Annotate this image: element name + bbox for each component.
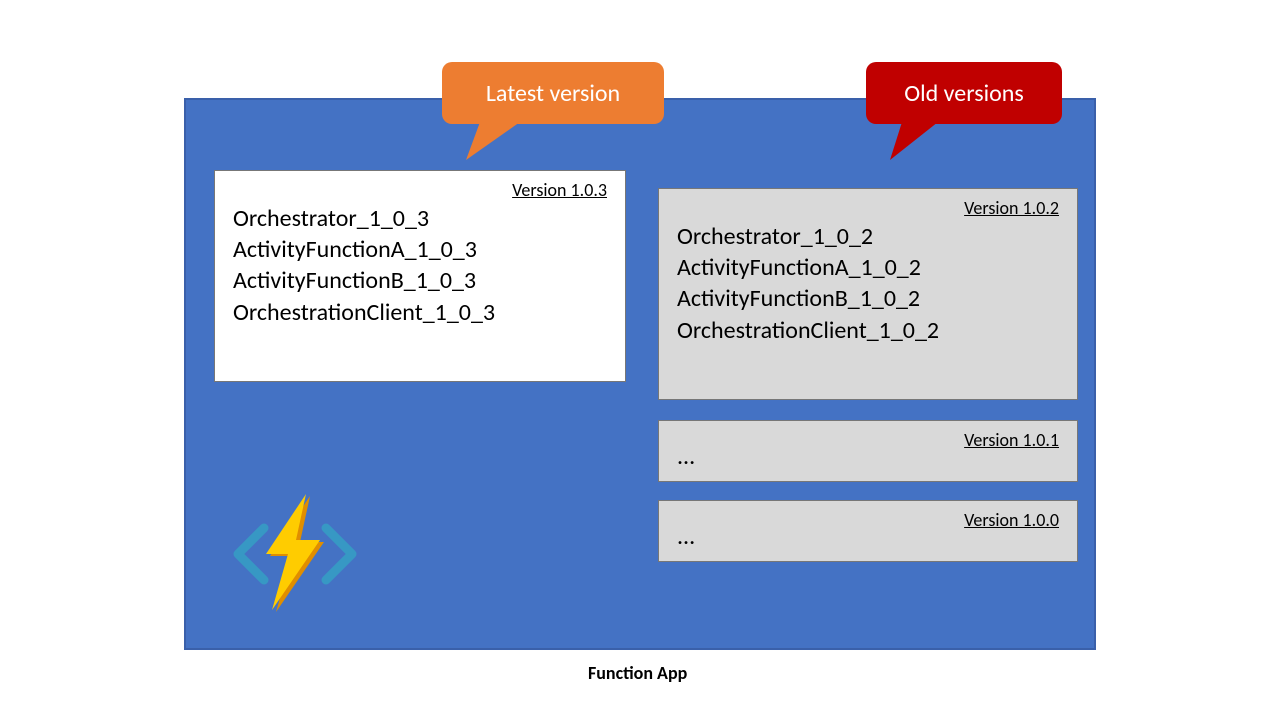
bracket-right-icon — [326, 528, 352, 580]
latest-version-callout-tail — [442, 62, 664, 164]
azure-functions-icon-svg — [230, 494, 360, 614]
function-name: ActivityFunctionB_1_0_3 — [233, 265, 607, 296]
function-name: OrchestrationClient_1_0_2 — [677, 315, 1059, 346]
version-card-latest: Version 1.0.3 Orchestrator_1_0_3 Activit… — [214, 170, 626, 382]
function-name: OrchestrationClient_1_0_3 — [233, 297, 607, 328]
function-list-latest: Orchestrator_1_0_3 ActivityFunctionA_1_0… — [233, 203, 607, 328]
function-app-caption: Function App — [588, 662, 687, 684]
old-versions-callout-tail — [866, 62, 1062, 164]
azure-functions-icon — [230, 494, 360, 614]
version-label-latest: Version 1.0.3 — [233, 179, 607, 201]
function-list-1-0-2: Orchestrator_1_0_2 ActivityFunctionA_1_0… — [677, 221, 1059, 346]
version-card-1-0-2: Version 1.0.2 Orchestrator_1_0_2 Activit… — [658, 188, 1078, 400]
function-name: Orchestrator_1_0_2 — [677, 221, 1059, 252]
latest-version-callout: Latest version — [442, 62, 664, 124]
function-name: ActivityFunctionB_1_0_2 — [677, 283, 1059, 314]
ellipsis-1-0-0: ... — [677, 522, 695, 551]
diagram-stage: Latest version Old versions Version 1.0.… — [0, 0, 1280, 720]
version-card-1-0-0: Version 1.0.0 ... — [658, 500, 1078, 562]
version-label-1-0-2: Version 1.0.2 — [677, 197, 1059, 219]
function-name: ActivityFunctionA_1_0_3 — [233, 234, 607, 265]
version-card-1-0-1: Version 1.0.1 ... — [658, 420, 1078, 482]
ellipsis-1-0-1: ... — [677, 442, 695, 471]
function-name: ActivityFunctionA_1_0_2 — [677, 252, 1059, 283]
function-name: Orchestrator_1_0_3 — [233, 203, 607, 234]
version-label-1-0-1: Version 1.0.1 — [964, 429, 1059, 451]
version-label-1-0-0: Version 1.0.0 — [964, 509, 1059, 531]
old-versions-callout: Old versions — [866, 62, 1062, 124]
bracket-left-icon — [238, 528, 264, 580]
